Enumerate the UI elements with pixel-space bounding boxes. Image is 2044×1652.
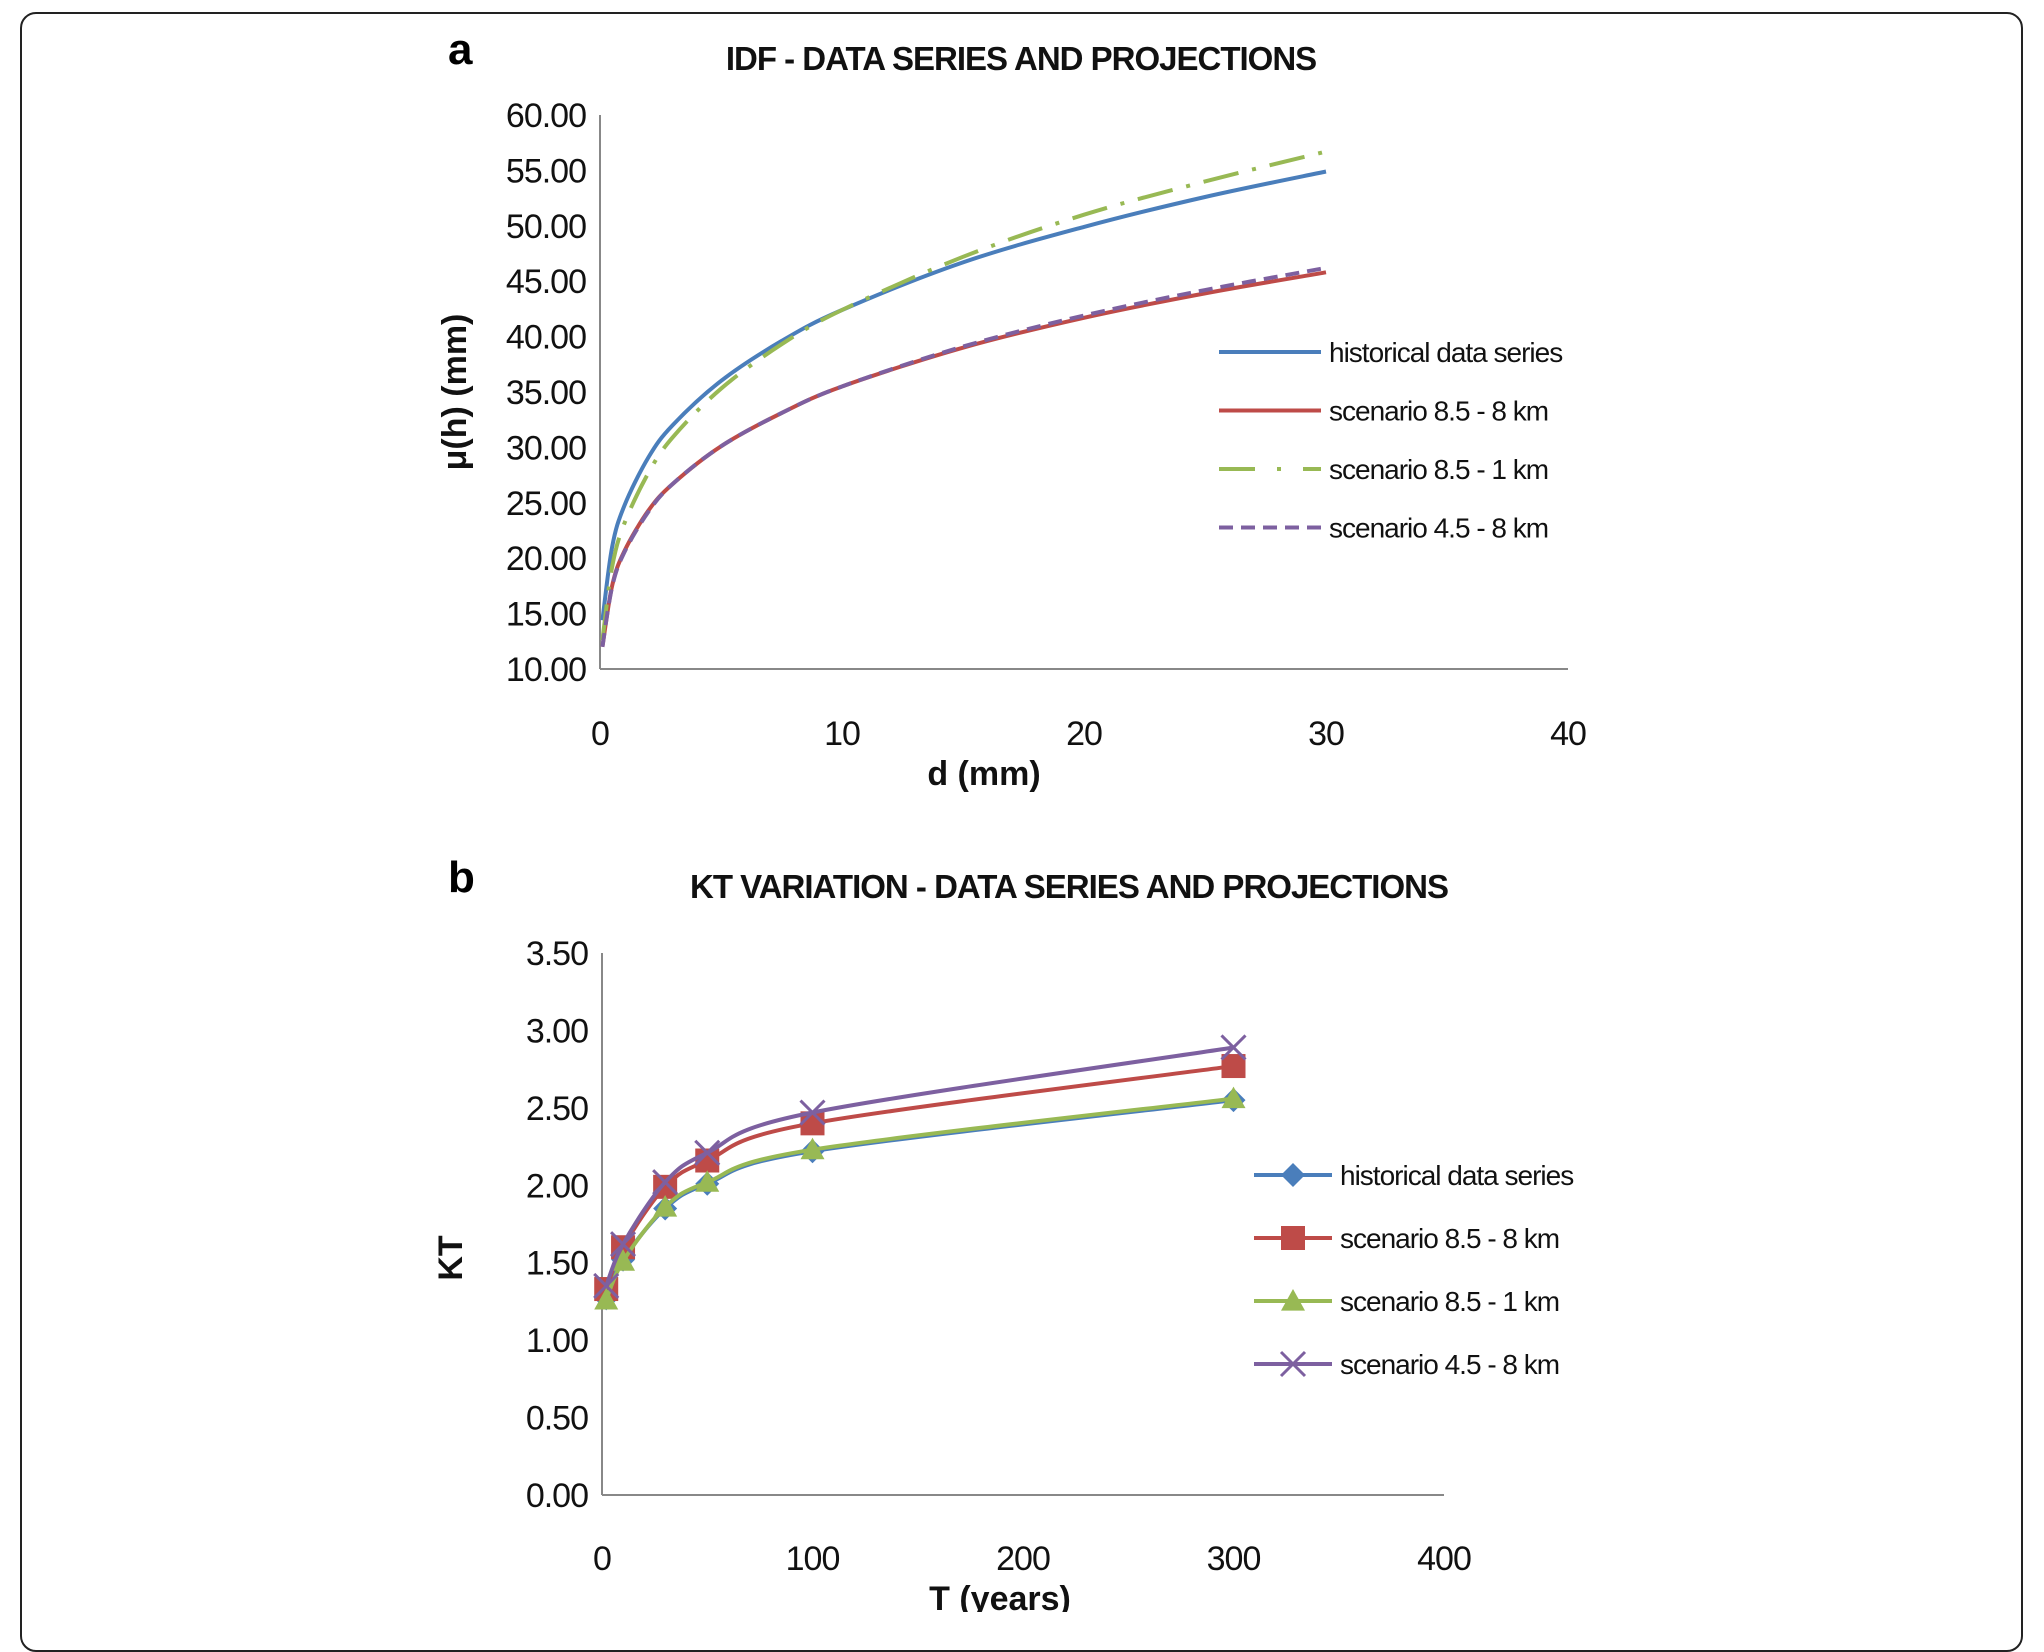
y-tick-label: 35.00 xyxy=(506,374,586,412)
data-point xyxy=(609,1231,637,1258)
series-scenario-8-5-8-km xyxy=(594,1054,1246,1302)
y-tick-label: 20.00 xyxy=(506,540,586,578)
series-scenario-4-5-8-km xyxy=(600,265,1327,648)
y-tick-label: 1.50 xyxy=(526,1245,588,1283)
data-point xyxy=(799,1099,826,1126)
legend-item: scenario 4.5 - 8 km xyxy=(1254,1349,1560,1380)
legend-label: historical data series xyxy=(1329,337,1562,368)
chart-a-ylabel: μ(h) (mm) xyxy=(436,314,474,471)
legend-label: scenario 4.5 - 8 km xyxy=(1340,1349,1559,1380)
data-point xyxy=(593,1272,620,1300)
panel-label-b: b xyxy=(448,853,475,902)
series-line xyxy=(600,270,1327,648)
y-tick-label: 30.00 xyxy=(506,429,586,467)
series-line xyxy=(600,169,1327,621)
series-scenario-8-5-8-km xyxy=(600,270,1327,648)
data-point xyxy=(653,1194,678,1217)
y-tick-label: 0.00 xyxy=(526,1477,588,1515)
chart-a-title: IDF - DATA SERIES AND PROJECTIONS xyxy=(726,40,1316,77)
y-tick-label: 40.00 xyxy=(506,319,586,357)
series-scenario-8-5-1-km xyxy=(594,1086,1246,1310)
y-tick-label: 2.50 xyxy=(526,1090,588,1128)
legend-item: historical data series xyxy=(1254,1160,1574,1191)
legend-item: scenario 8.5 - 8 km xyxy=(1254,1223,1560,1254)
x-tick-label: 30 xyxy=(1308,715,1344,753)
legend-label: scenario 4.5 - 8 km xyxy=(1329,513,1548,544)
data-point xyxy=(800,1137,825,1160)
legend-item: scenario 4.5 - 8 km xyxy=(1219,513,1549,544)
y-tick-label: 3.00 xyxy=(526,1012,588,1050)
series-historical-data-series xyxy=(594,1088,1246,1311)
y-tick-label: 15.00 xyxy=(506,596,586,634)
y-tick-label: 3.50 xyxy=(526,935,588,973)
legend-marker xyxy=(1281,1163,1305,1187)
series-line xyxy=(600,265,1327,648)
data-point xyxy=(594,1287,619,1310)
chart-a-xlabel: d (mm) xyxy=(927,755,1040,793)
series-scenario-4-5-8-km xyxy=(593,1034,1247,1300)
x-tick-label: 0 xyxy=(593,1540,611,1578)
legend-label: scenario 8.5 - 8 km xyxy=(1340,1223,1559,1254)
series-line xyxy=(604,1064,1234,1290)
series-line xyxy=(604,1096,1234,1301)
y-tick-label: 55.00 xyxy=(506,152,586,190)
y-tick-label: 1.00 xyxy=(526,1322,588,1360)
y-tick-label: 10.00 xyxy=(506,651,586,689)
legend-marker xyxy=(1279,1350,1307,1378)
y-tick-label: 50.00 xyxy=(506,208,586,246)
data-point xyxy=(611,1249,636,1271)
data-point xyxy=(1221,1086,1246,1109)
x-tick-label: 40 xyxy=(1550,715,1586,753)
legend-label: scenario 8.5 - 1 km xyxy=(1340,1286,1559,1317)
y-tick-label: 25.00 xyxy=(506,485,586,523)
legend-item: scenario 8.5 - 8 km xyxy=(1219,396,1549,427)
series-line xyxy=(604,1098,1234,1300)
data-point xyxy=(1220,1034,1247,1061)
series-scenario-8-5-1-km xyxy=(600,149,1327,641)
data-point xyxy=(652,1169,679,1196)
series-historical-data-series xyxy=(600,169,1327,621)
y-tick-label: 60.00 xyxy=(506,97,586,135)
legend-item: scenario 8.5 - 1 km xyxy=(1254,1286,1560,1317)
legend-label: historical data series xyxy=(1340,1160,1573,1191)
x-tick-label: 300 xyxy=(1207,1540,1261,1578)
chart-b: b KT VARIATION - DATA SERIES AND PROJECT… xyxy=(432,853,1574,1612)
x-tick-label: 10 xyxy=(824,715,860,753)
chart-b-xlabel: T (years) xyxy=(929,1580,1071,1612)
data-point xyxy=(695,1170,720,1192)
legend-item: scenario 8.5 - 1 km xyxy=(1219,454,1549,485)
figure: a IDF - DATA SERIES AND PROJECTIONS d (m… xyxy=(432,25,1587,1612)
data-point xyxy=(1221,1054,1246,1079)
y-tick-label: 45.00 xyxy=(506,263,586,301)
x-tick-label: 400 xyxy=(1417,1540,1471,1578)
x-tick-label: 100 xyxy=(786,1540,840,1578)
chart-a: a IDF - DATA SERIES AND PROJECTIONS d (m… xyxy=(436,25,1587,793)
x-tick-label: 200 xyxy=(996,1540,1050,1578)
chart-b-ylabel: KT xyxy=(432,1235,470,1281)
legend-label: scenario 8.5 - 8 km xyxy=(1329,396,1548,427)
series-line xyxy=(600,149,1327,641)
x-tick-label: 0 xyxy=(591,715,609,753)
legend-item: historical data series xyxy=(1219,337,1563,368)
panel-label-a: a xyxy=(448,25,473,74)
legend-marker xyxy=(1281,1226,1305,1250)
legend-label: scenario 8.5 - 1 km xyxy=(1329,454,1548,485)
data-point xyxy=(694,1139,721,1166)
y-tick-label: 2.00 xyxy=(526,1167,588,1205)
x-tick-label: 20 xyxy=(1066,715,1102,753)
y-tick-label: 0.50 xyxy=(526,1400,588,1438)
legend-marker xyxy=(1281,1289,1305,1311)
chart-b-title: KT VARIATION - DATA SERIES AND PROJECTIO… xyxy=(690,868,1448,905)
